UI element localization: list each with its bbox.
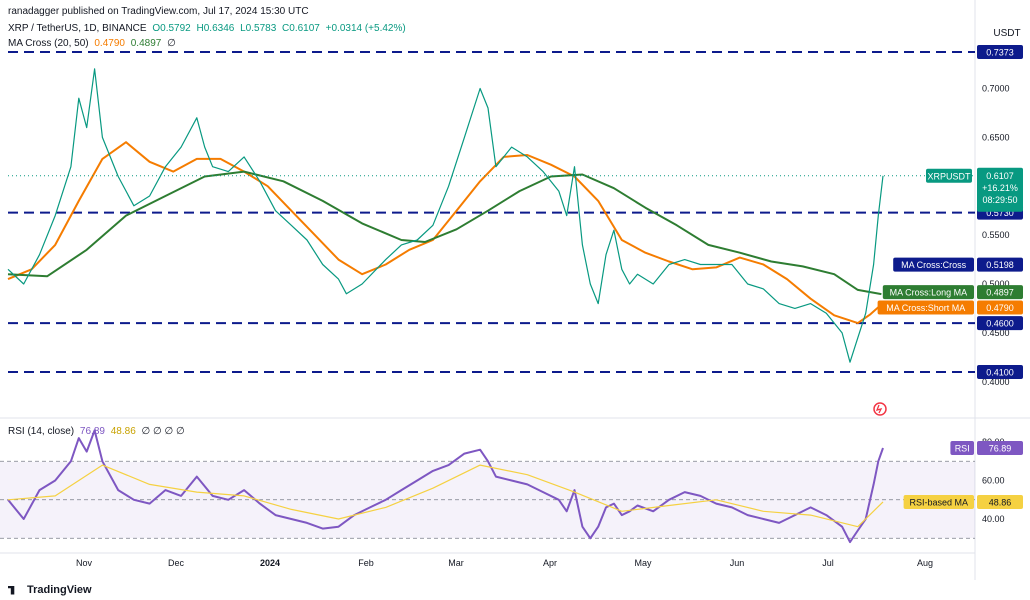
- indicator-value-tag: [977, 300, 1023, 315]
- indicator-value-tag: [977, 285, 1023, 300]
- rsi-tick-label: 60.00: [982, 476, 1005, 486]
- time-tick-label: Mar: [448, 558, 464, 568]
- symbol-name[interactable]: XRP / TetherUS, 1D, BINANCE: [8, 23, 147, 34]
- indicator-name-tag: [882, 285, 974, 300]
- tradingview-logo-text: TradingView: [27, 584, 92, 596]
- price-tick-label: 0.7000: [982, 83, 1010, 93]
- rsi-zero-values: ∅ ∅ ∅ ∅: [141, 426, 185, 437]
- close-value: C0.6107: [282, 23, 320, 34]
- price-tick-label: 0.4000: [982, 377, 1010, 387]
- time-tick-label: Feb: [358, 558, 374, 568]
- open-value: O0.5792: [152, 23, 191, 34]
- last-price-value: 0.6107: [986, 171, 1014, 181]
- level-tag: [977, 365, 1023, 379]
- level-tag-label: 0.5730: [986, 208, 1014, 218]
- indicator-value-label: 0.4897: [986, 288, 1014, 298]
- series-line-ma-long: [7, 170, 882, 296]
- indicator-name-tag: [877, 300, 974, 315]
- tradingview-logo-icon: [8, 585, 15, 595]
- indicator-name-label: MA Cross:Long MA: [890, 288, 968, 298]
- level-tag-label: 0.4600: [986, 319, 1014, 329]
- time-tick-label: Nov: [76, 558, 93, 568]
- rsi-value-tag: [977, 494, 1023, 509]
- rsi-ma-line: [7, 464, 884, 528]
- ma-legend-line: MA Cross (20, 50) 0.4790 0.4897 ∅: [8, 38, 179, 49]
- indicator-name-tag: [893, 257, 974, 272]
- time-tick-label: Aug: [917, 558, 933, 568]
- rsi-ma-value: 48.86: [110, 426, 136, 437]
- level-tag: [977, 316, 1023, 331]
- time-tick-label: Dec: [168, 558, 185, 568]
- indicator-value-tag: [977, 257, 1023, 272]
- alert-icon[interactable]: [873, 402, 887, 416]
- rsi-tick-label: 40.00: [982, 514, 1005, 524]
- symbol-ohlc-line: XRP / TetherUS, 1D, BINANCE O0.5792 H0.6…: [8, 23, 409, 34]
- rsi-label[interactable]: RSI (14, close): [8, 426, 75, 437]
- high-value: H0.6346: [196, 23, 235, 34]
- time-tick-label: Jul: [822, 558, 834, 568]
- price-tick-label: 0.5500: [982, 230, 1010, 240]
- price-tick-label: 0.6500: [982, 132, 1010, 142]
- price-tick-label: 0.5000: [982, 279, 1010, 289]
- level-tag-label: 0.4100: [986, 368, 1014, 378]
- publisher-line: ranadagger published on TradingView.com,…: [8, 6, 312, 17]
- indicator-value-label: 0.4790: [986, 303, 1014, 313]
- time-tick-label: May: [634, 558, 652, 568]
- last-price-countdown: 08:29:50: [982, 195, 1017, 205]
- indicator-value-label: 0.5198: [986, 260, 1014, 270]
- ma-short-value: 0.4790: [94, 38, 125, 49]
- time-tick-label: Jun: [730, 558, 745, 568]
- price-tick-label: 0.4500: [982, 328, 1010, 338]
- indicator-name-label: MA Cross:Short MA: [886, 303, 965, 313]
- rsi-value-tag: [977, 440, 1023, 455]
- rsi-value-label: 48.86: [989, 497, 1012, 507]
- publisher-text: ranadagger published on TradingView.com,…: [8, 6, 309, 17]
- change-value: +0.0314 (+5.42%): [325, 23, 406, 34]
- ma-long-value: 0.4897: [130, 38, 162, 49]
- rsi-name-label: RSI: [955, 443, 970, 453]
- tradingview-logo[interactable]: TradingView: [8, 584, 92, 596]
- time-tick-label: Apr: [543, 558, 557, 568]
- level-tag-label: 0.7373: [986, 48, 1014, 58]
- series-line-price: [7, 68, 884, 363]
- series-line-ma-short: [7, 141, 883, 325]
- last-price-tag: [977, 167, 1023, 212]
- symbol-tag: [926, 168, 972, 183]
- rsi-name-tag: [950, 440, 974, 455]
- rsi-name-label: RSI-based MA: [910, 497, 969, 507]
- indicator-name-label: MA Cross:Cross: [901, 260, 967, 270]
- last-price-change: +16.21%: [982, 183, 1018, 193]
- rsi-value-label: 76.89: [989, 443, 1012, 453]
- level-tag: [977, 45, 1023, 59]
- ma-zero-value: ∅: [167, 38, 176, 49]
- time-tick-label: 2024: [260, 558, 280, 568]
- rsi-value: 76.89: [79, 426, 105, 437]
- rsi-line: [7, 429, 884, 544]
- symbol-tag-label: XRPUSDT: [927, 171, 971, 181]
- alert-bolt-icon: [875, 404, 883, 414]
- low-value: L0.5783: [240, 23, 277, 34]
- rsi-name-tag: [903, 494, 974, 509]
- rsi-legend-line: RSI (14, close) 76.89 48.86 ∅ ∅ ∅ ∅: [8, 426, 188, 437]
- ma-label[interactable]: MA Cross (20, 50): [8, 38, 89, 49]
- currency-label: USDT: [993, 28, 1020, 39]
- chart-canvas[interactable]: USDT 0.40000.45000.50000.55000.60000.650…: [0, 0, 1030, 580]
